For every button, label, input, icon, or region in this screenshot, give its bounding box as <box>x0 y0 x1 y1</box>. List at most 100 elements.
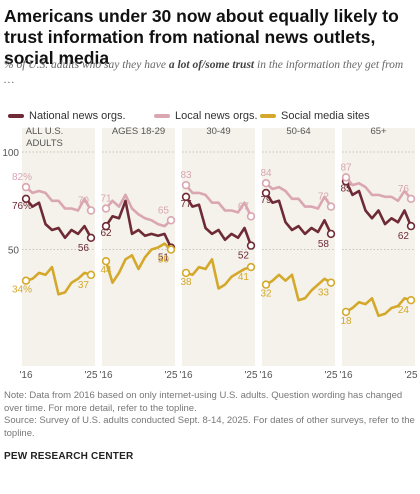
start-point-social <box>101 257 111 266</box>
start-point-social <box>341 307 351 317</box>
start-label-local: 82% <box>12 172 32 183</box>
panel-label-line: AGES 18-29 <box>112 126 165 137</box>
start-label-local: 71 <box>100 194 112 205</box>
start-point-social <box>181 268 191 278</box>
panel-background <box>22 128 95 366</box>
end-label-social: 24 <box>398 305 410 316</box>
end-point-social <box>406 296 416 305</box>
legend-swatch-local <box>154 114 170 119</box>
start-point-social <box>21 276 31 285</box>
start-point-national <box>21 194 31 204</box>
start-label-national: 62 <box>100 228 112 239</box>
end-point-national <box>86 233 96 243</box>
series-line-national <box>344 179 413 228</box>
legend-item-local: Local news orgs. <box>154 110 258 122</box>
start-point-local <box>341 173 351 182</box>
series-line-national <box>184 195 253 247</box>
end-label-local: 65 <box>158 205 170 216</box>
end-label-local: 67 <box>238 201 250 212</box>
end-label-social: 50 <box>158 255 170 266</box>
x-tick-label-start: '16 <box>179 370 192 381</box>
start-label-national: 85 <box>340 183 352 194</box>
start-label-social: 38 <box>180 277 192 288</box>
start-label-social: 18 <box>340 316 352 327</box>
start-point-local <box>21 182 31 192</box>
start-point-social <box>261 280 271 289</box>
end-label-social: 37 <box>78 280 90 291</box>
legend-label-social: Social media sites <box>281 110 370 122</box>
end-label-national: 56 <box>78 243 90 254</box>
x-tick-label-end: '25 <box>84 370 97 381</box>
subtitle-emphasis: a lot of/some trust <box>168 59 255 71</box>
series-line-local <box>104 193 173 228</box>
start-label-social: 32 <box>260 289 272 300</box>
source-text: Source: Survey of U.S. adults conducted … <box>4 415 415 439</box>
end-label-social: 33 <box>318 288 330 299</box>
y-tick-label: 50 <box>8 246 20 257</box>
start-point-local <box>101 204 111 213</box>
start-label-national: 77 <box>180 199 192 210</box>
end-label-national: 51 <box>158 253 170 264</box>
series-line-national <box>264 191 333 236</box>
end-point-social <box>246 262 256 272</box>
series-line-social <box>184 258 253 290</box>
panel-label: 50-64 <box>286 126 310 137</box>
series-line-national <box>104 199 173 249</box>
end-point-local <box>326 202 336 211</box>
panel-background <box>102 128 175 366</box>
series-line-social <box>104 242 173 284</box>
legend-item-national: National news orgs. <box>8 110 126 122</box>
x-tick-label-start: '16 <box>19 370 32 381</box>
panel-background <box>262 128 335 366</box>
series-line-local <box>24 185 93 212</box>
end-point-social <box>86 270 96 280</box>
y-tick-label: 100 <box>2 148 19 159</box>
subtitle-text-end: in the information they get from … <box>4 59 404 86</box>
x-tick-label-end: '25 <box>324 370 337 381</box>
x-tick-label-start: '16 <box>339 370 352 381</box>
end-label-national: 52 <box>238 251 250 262</box>
x-tick-label-start: '16 <box>259 370 272 381</box>
start-point-national <box>261 188 271 198</box>
start-point-national <box>181 192 191 202</box>
series-line-social <box>344 297 413 318</box>
start-label-national: 79 <box>260 195 272 206</box>
legend-swatch-social <box>260 114 276 119</box>
panel-label: AGES 18-29 <box>112 126 165 137</box>
legend-label-national: National news orgs. <box>29 110 126 122</box>
panel-label: ALL U.S. ADULTS <box>26 126 64 149</box>
start-label-local: 84 <box>260 168 272 179</box>
end-label-national: 58 <box>318 239 330 250</box>
panel-background <box>182 128 255 366</box>
series-line-local <box>184 183 253 218</box>
series-line-national <box>24 197 93 240</box>
start-point-local <box>261 178 271 188</box>
start-label-local: 87 <box>340 162 352 173</box>
end-label-national: 62 <box>398 231 410 242</box>
end-point-local <box>246 212 256 221</box>
panel-label-line: ALL U.S. <box>26 126 64 137</box>
end-point-local <box>166 216 176 225</box>
end-point-local <box>406 194 416 204</box>
end-label-local: 72 <box>318 192 330 203</box>
end-point-social <box>166 245 176 254</box>
chart-legend: National news orgs. Local news orgs. Socia… <box>8 110 418 126</box>
x-tick-label-start: '16 <box>99 370 112 381</box>
series-line-local <box>344 175 413 203</box>
legend-swatch-national <box>8 114 24 119</box>
source-org-logo-text: PEW RESEARCH CENTER <box>4 451 134 462</box>
end-point-local <box>86 206 96 215</box>
chart-notes: Note: Data from 2016 based on only inter… <box>4 390 416 440</box>
legend-label-local: Local news orgs. <box>175 110 258 122</box>
x-tick-label-end: '25 <box>404 370 417 381</box>
end-point-social <box>326 278 336 287</box>
start-label-national: 76% <box>12 201 32 212</box>
start-label-social: 44 <box>100 265 112 276</box>
series-line-social <box>264 273 333 302</box>
start-point-local <box>181 180 191 190</box>
x-tick-label-end: '25 <box>244 370 257 381</box>
subtitle-text: % of U.S. adults who say they have <box>4 59 169 71</box>
panel-background <box>342 128 415 366</box>
panel-label-line: 50-64 <box>286 126 310 137</box>
